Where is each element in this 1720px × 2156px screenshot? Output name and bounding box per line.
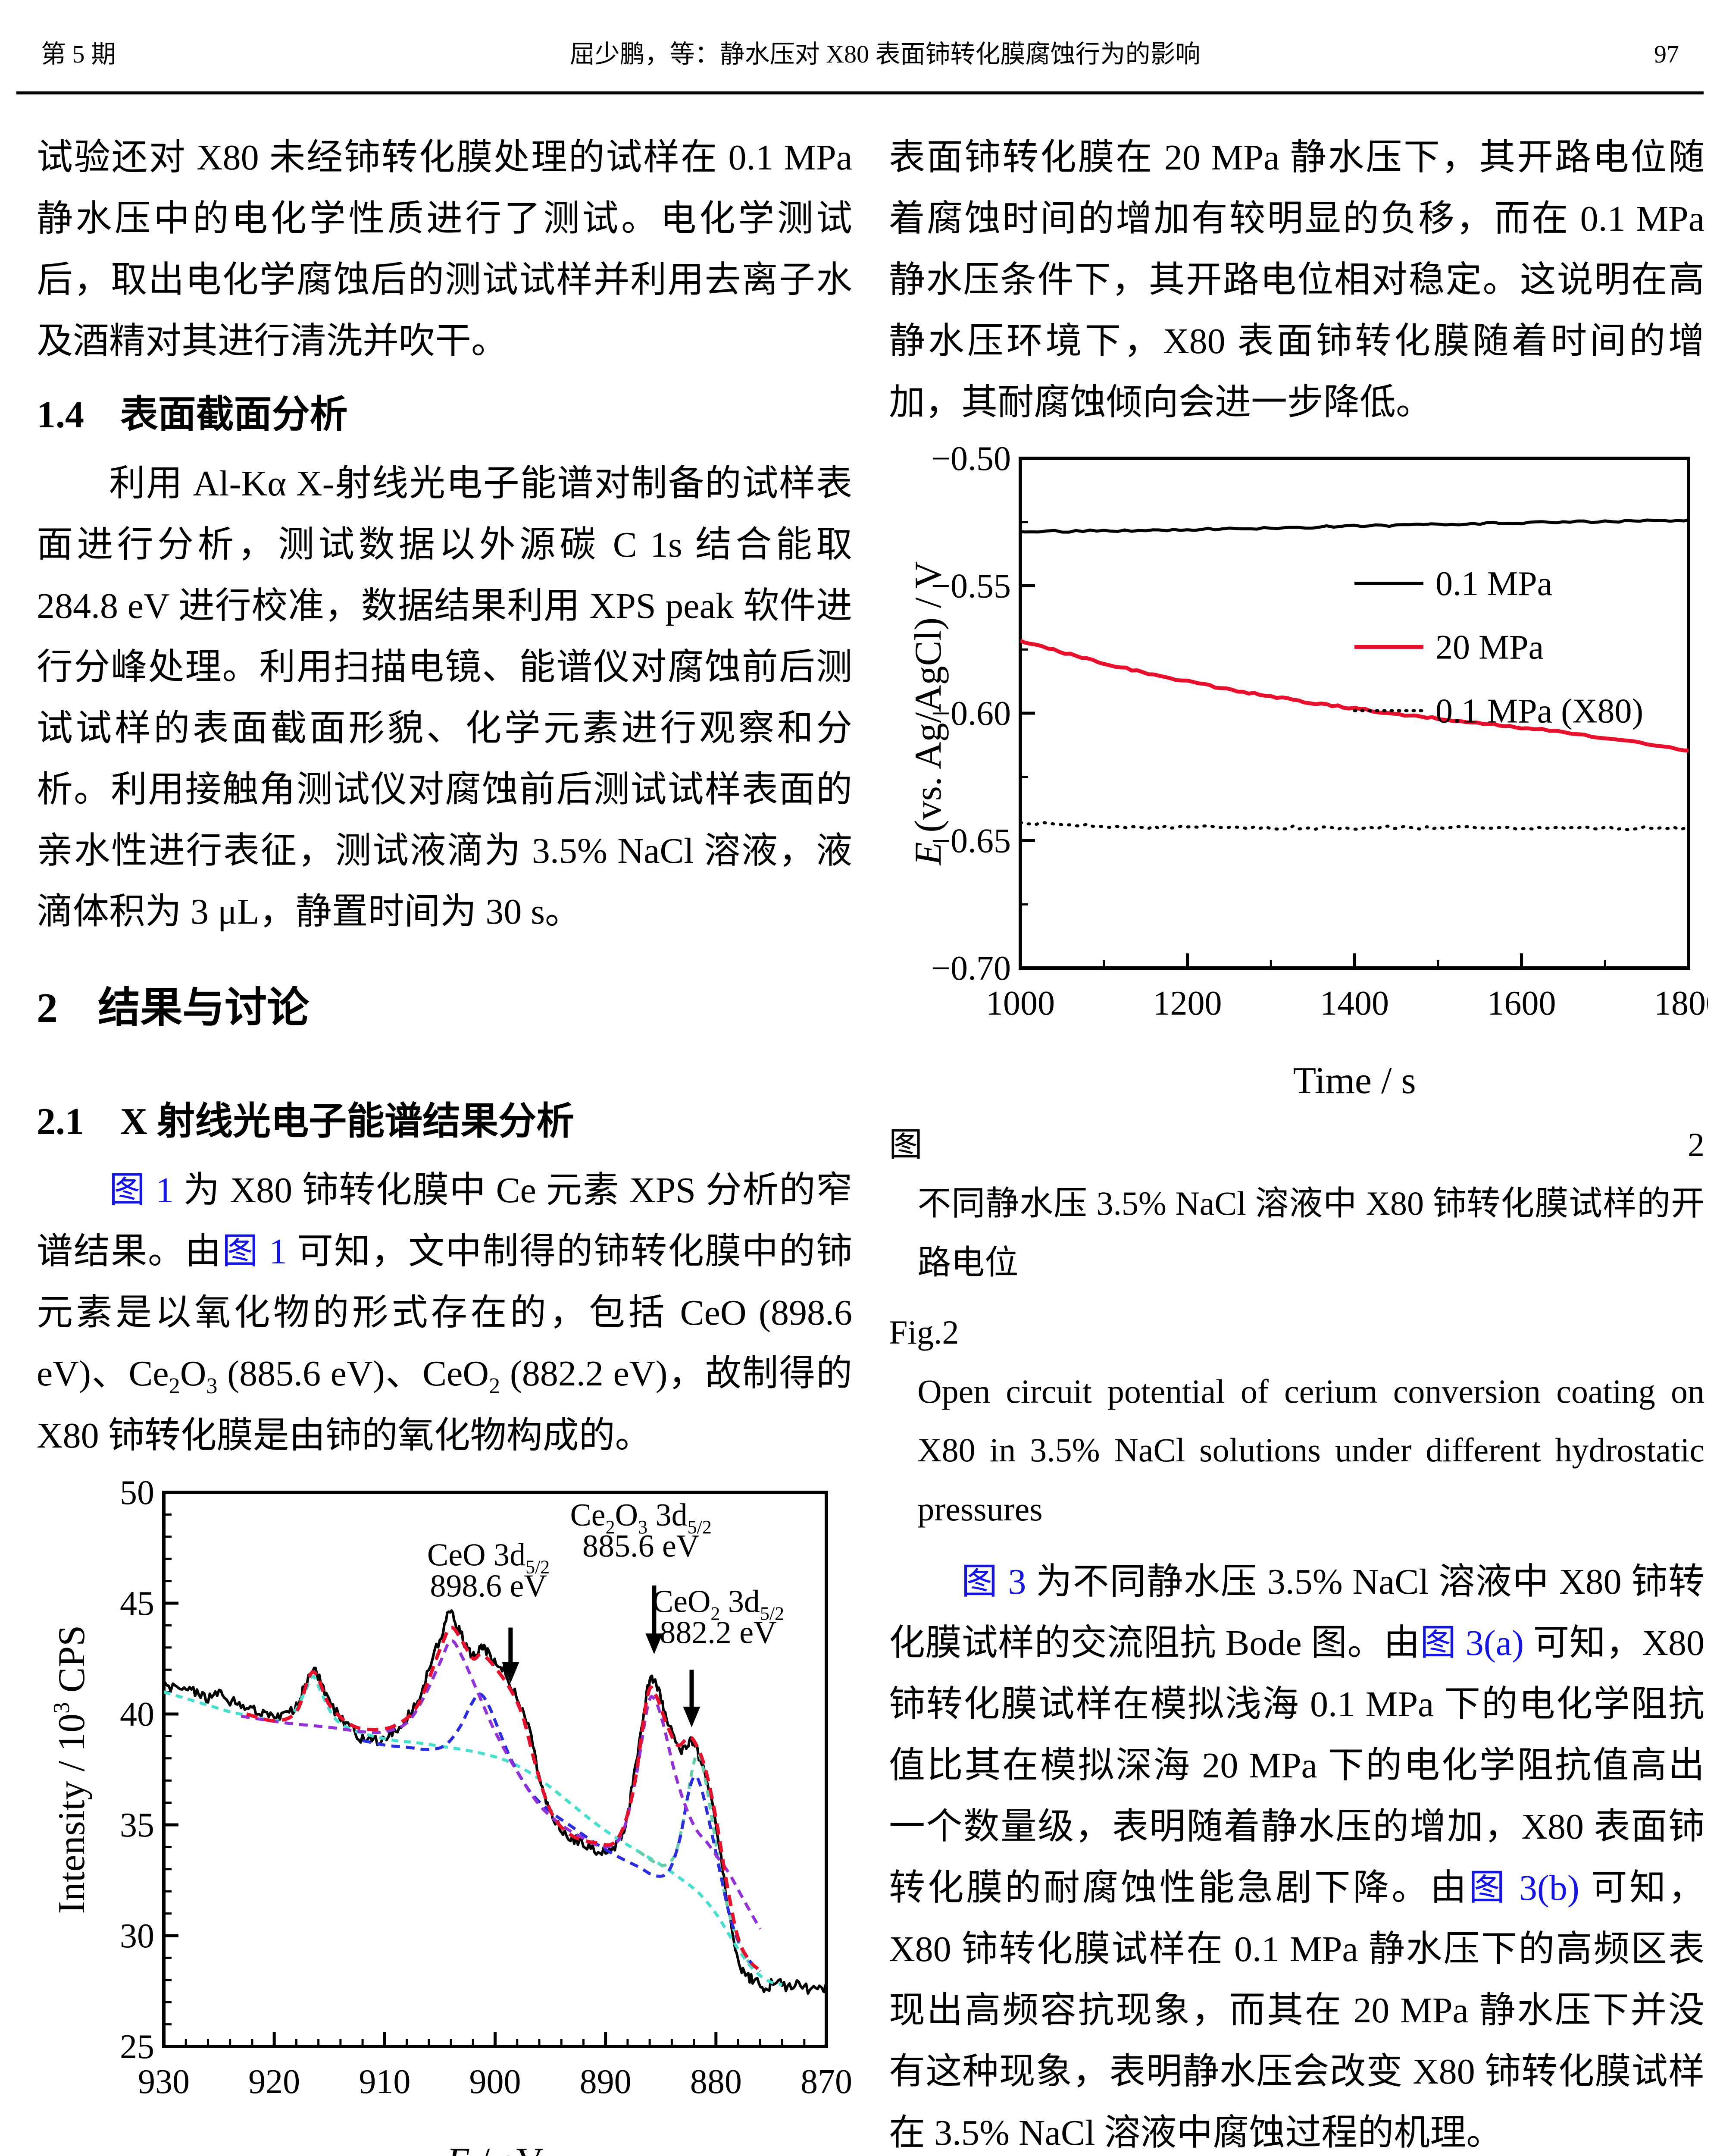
- section-title: 表面截面分析: [120, 394, 348, 436]
- figure2-chart: 1000 1200 1400 1600 1800 −0.50 −0.55 −0.60 −0.65…: [907, 446, 1708, 1102]
- svg-text:Intensity / 103 CPS: Intensity / 103 CPS: [49, 1625, 93, 1914]
- paragraph-surface-analysis: 利用 Al-Kα X-射线光电子能谱对制备的试样表面进行分析，测试数据以外源碳 …: [37, 463, 853, 932]
- svg-text:45: 45: [120, 1585, 154, 1623]
- svg-text:898.6 eV: 898.6 eV: [430, 1569, 547, 1604]
- svg-text:0.1 MPa: 0.1 MPa: [1435, 565, 1552, 603]
- journal-issue: 第 5 期: [41, 40, 116, 68]
- svg-text:0.1 MPa (X80): 0.1 MPa (X80): [1435, 692, 1643, 730]
- figure-caption-text: Open circuit potential of cerium convers…: [917, 1372, 1704, 1528]
- svg-text:1800: 1800: [1654, 984, 1708, 1022]
- svg-text:CeO 3d5/2: CeO 3d5/2: [427, 1538, 550, 1578]
- svg-text:870: 870: [801, 2063, 852, 2101]
- figure1-chart: 930 920 910 900 890 880 870 25 30 35 40 45 50 E / eV I…: [49, 1479, 852, 2156]
- section-heading-2: 2 结果与讨论: [37, 979, 852, 1038]
- svg-text:1600: 1600: [1487, 984, 1556, 1022]
- svg-text:−0.70: −0.70: [931, 950, 1011, 987]
- section-title: X 射线光电子能谱结果分析: [120, 1100, 575, 1143]
- figure-caption-text: 不同静水压 3.5% NaCl 溶液中 X80 铈转化膜试样的开路电位: [917, 1185, 1704, 1281]
- section-heading-2-1: 2.1 X 射线光电子能谱结果分析: [37, 1094, 852, 1150]
- page-header: 第 5 期 屈少鹏，等：静水压对 X80 表面铈转化膜腐蚀行为的影响 97: [41, 34, 1679, 70]
- figure2-caption-zh: 图 2 不同静水压 3.5% NaCl 溶液中 X80 铈转化膜试样的开路电位: [889, 1116, 1704, 1292]
- svg-text:E (vs. Ag/AgCl) / V: E (vs. Ag/AgCl) / V: [907, 561, 949, 866]
- paragraph-bode: 图 3 为不同静水压 3.5% NaCl 溶液中 X80 铈转化膜试样的交流阻抗…: [889, 1562, 1705, 2153]
- paragraph-xps-result: 图 1 为 X80 铈转化膜中 Ce 元素 XPS 分析的窄谱结果。由图 1 可…: [37, 1170, 852, 1456]
- svg-text:35: 35: [120, 1806, 154, 1844]
- section-number: 2.1: [37, 1100, 84, 1143]
- figure2: 1000 1200 1400 1600 1800 −0.50 −0.55 −0.60 −0.65…: [889, 446, 1708, 1110]
- left-column: 试验还对 X80 未经铈转化膜处理的试样在 0.1 MPa 静水压中的电化学性质…: [37, 127, 852, 2156]
- right-column: 表面铈转化膜在 20 MPa 静水压下，其开路电位随着腐蚀时间的增加有较明显的负…: [889, 127, 1708, 2156]
- section-title: 结果与讨论: [98, 985, 310, 1032]
- figure-label: Fig.2: [889, 1313, 959, 1351]
- svg-text:900: 900: [469, 2063, 521, 2101]
- svg-text:30: 30: [120, 1917, 154, 1955]
- svg-text:40: 40: [120, 1695, 154, 1733]
- svg-text:CeO2 3d5/2: CeO2 3d5/2: [652, 1584, 784, 1624]
- section-number: 1.4: [37, 394, 84, 436]
- svg-text:890: 890: [580, 2063, 632, 2101]
- svg-text:50: 50: [120, 1479, 154, 1512]
- svg-text:920: 920: [248, 2063, 300, 2101]
- svg-text:885.6 eV: 885.6 eV: [582, 1529, 699, 1564]
- page-number: 97: [1654, 40, 1679, 68]
- svg-text:910: 910: [359, 2063, 410, 2101]
- svg-text:−0.55: −0.55: [931, 567, 1011, 605]
- svg-text:Time / s: Time / s: [1293, 1060, 1416, 1102]
- paragraph-continued: 试验还对 X80 未经铈转化膜处理的试样在 0.1 MPa 静水压中的电化学性质…: [37, 138, 852, 361]
- figure-label: 图 2: [889, 1125, 1704, 1163]
- figure2-caption-en: Fig.2 Open circuit potential of cerium co…: [889, 1303, 1704, 1539]
- svg-text:−0.50: −0.50: [931, 446, 1011, 478]
- svg-text:1400: 1400: [1320, 984, 1389, 1022]
- figure1: 930 920 910 900 890 880 870 25 30 35 40 45 50 E / eV I…: [37, 1479, 852, 2156]
- svg-text:882.2 eV: 882.2 eV: [660, 1615, 776, 1651]
- svg-text:E / eV: E / eV: [446, 2140, 544, 2156]
- svg-text:880: 880: [690, 2063, 742, 2101]
- header-rule: [16, 91, 1704, 94]
- svg-text:−0.65: −0.65: [931, 822, 1011, 860]
- svg-text:25: 25: [120, 2028, 154, 2066]
- svg-text:930: 930: [138, 2063, 190, 2101]
- svg-text:1000: 1000: [986, 984, 1055, 1022]
- section-heading-1-4: 1.4 表面截面分析: [37, 387, 852, 444]
- svg-text:20 MPa: 20 MPa: [1435, 628, 1544, 666]
- svg-text:−0.60: −0.60: [931, 695, 1011, 733]
- svg-text:Ce2O3 3d5/2: Ce2O3 3d5/2: [570, 1498, 711, 1538]
- section-number: 2: [37, 985, 58, 1032]
- running-title: 屈少鹏，等：静水压对 X80 表面铈转化膜腐蚀行为的影响: [569, 40, 1201, 68]
- paragraph-continued: 表面铈转化膜在 20 MPa 静水压下，其开路电位随着腐蚀时间的增加有较明显的负…: [889, 138, 1704, 423]
- svg-text:1200: 1200: [1153, 984, 1222, 1022]
